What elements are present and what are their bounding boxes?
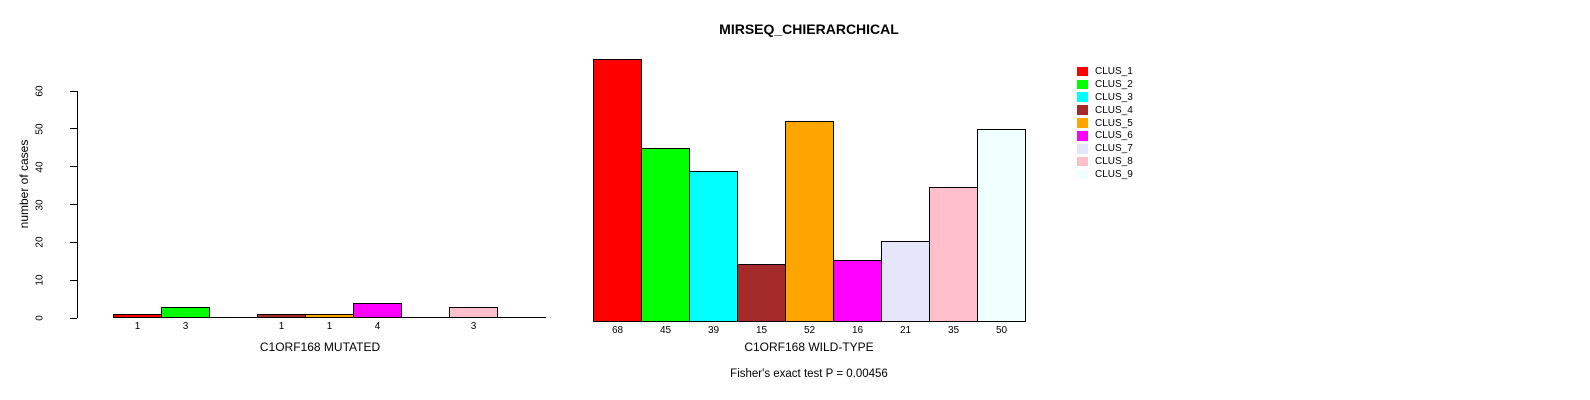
bar-clus_2 bbox=[641, 147, 690, 322]
y-axis-label: number of cases bbox=[17, 139, 31, 229]
bar-clus_4 bbox=[737, 263, 786, 322]
y-tick-mark bbox=[70, 241, 77, 243]
bar-value-label: 3 bbox=[182, 321, 189, 332]
bar-value-label: 35 bbox=[947, 325, 960, 336]
bar-value-label: 1 bbox=[134, 321, 141, 332]
legend-label: CLUS_1 bbox=[1095, 65, 1133, 77]
legend: CLUS_1 CLUS_2 CLUS_3 CLUS_4 CLUS_5 CLUS_6 CLUS… bbox=[1077, 65, 1133, 181]
y-tick-mark bbox=[70, 128, 77, 130]
bar-value-label: 4 bbox=[374, 321, 381, 332]
legend-item: CLUS_6 bbox=[1077, 129, 1133, 142]
y-tick-label: 40 bbox=[34, 161, 46, 173]
bar-value-label: 15 bbox=[755, 325, 768, 336]
legend-item: CLUS_5 bbox=[1077, 117, 1133, 130]
bar-clus_9 bbox=[977, 128, 1026, 322]
bar-clus_6 bbox=[353, 302, 402, 318]
legend-swatch-clus_7 bbox=[1077, 144, 1088, 154]
y-tick-mark bbox=[70, 166, 77, 168]
y-tick-mark bbox=[70, 279, 77, 281]
legend-label: CLUS_7 bbox=[1095, 143, 1133, 155]
legend-swatch-clus_6 bbox=[1077, 131, 1088, 141]
y-axis-line bbox=[77, 91, 78, 318]
legend-label: CLUS_4 bbox=[1095, 104, 1133, 116]
bar-value-label: 39 bbox=[707, 325, 720, 336]
bar-clus_8 bbox=[449, 306, 498, 318]
bar-value-label: 68 bbox=[611, 325, 624, 336]
legend-item: CLUS_2 bbox=[1077, 78, 1133, 91]
legend-swatch-clus_8 bbox=[1077, 156, 1088, 167]
legend-item: CLUS_4 bbox=[1077, 104, 1133, 117]
legend-item: CLUS_9 bbox=[1077, 168, 1133, 181]
fisher-test-annotation: Fisher's exact test P = 0.00456 bbox=[730, 368, 888, 380]
legend-label: CLUS_3 bbox=[1095, 91, 1133, 103]
legend-label: CLUS_9 bbox=[1095, 169, 1133, 181]
chart-title: MIRSEQ_CHIERARCHICAL bbox=[719, 21, 899, 37]
bar-value-label: 1 bbox=[278, 321, 285, 332]
legend-swatch-clus_1 bbox=[1077, 66, 1088, 77]
legend-item: CLUS_1 bbox=[1077, 65, 1133, 78]
bar-clus_6 bbox=[833, 260, 882, 322]
legend-swatch-clus_5 bbox=[1077, 118, 1088, 128]
bar-clus_1 bbox=[113, 314, 162, 318]
y-tick-label: 60 bbox=[34, 85, 46, 97]
legend-label: CLUS_5 bbox=[1095, 117, 1133, 129]
legend-swatch-clus_2 bbox=[1077, 79, 1088, 90]
y-tick-label: 50 bbox=[34, 123, 46, 135]
bar-value-label: 50 bbox=[995, 325, 1008, 336]
y-tick-mark bbox=[70, 204, 77, 205]
legend-label: CLUS_6 bbox=[1095, 130, 1133, 142]
bar-clus_1 bbox=[593, 58, 642, 322]
legend-swatch-clus_3 bbox=[1077, 92, 1088, 102]
legend-swatch-clus_4 bbox=[1077, 105, 1088, 115]
y-tick-label: 0 bbox=[34, 315, 46, 321]
bar-clus_5 bbox=[305, 314, 354, 318]
bar-clus_2 bbox=[161, 306, 210, 318]
bar-value-label: 16 bbox=[851, 325, 864, 336]
y-tick-label: 30 bbox=[34, 198, 46, 211]
bar-clus_3 bbox=[689, 171, 738, 322]
x-axis-label-mutated: C1ORF168 MUTATED bbox=[259, 340, 381, 354]
bar-value-label: 3 bbox=[470, 321, 477, 332]
y-tick-mark bbox=[70, 90, 77, 92]
bar-value-label: 52 bbox=[803, 325, 816, 336]
bar-value-label: 21 bbox=[899, 325, 912, 336]
bar-value-label: 1 bbox=[326, 321, 333, 332]
legend-item: CLUS_7 bbox=[1077, 142, 1133, 155]
legend-item: CLUS_8 bbox=[1077, 155, 1133, 168]
x-axis-label-wildtype: C1ORF168 WILD-TYPE bbox=[744, 340, 874, 354]
bar-clus_4 bbox=[257, 314, 306, 318]
legend-swatch-clus_9 bbox=[1077, 169, 1088, 180]
legend-label: CLUS_8 bbox=[1095, 156, 1133, 168]
legend-item: CLUS_3 bbox=[1077, 91, 1133, 104]
bar-clus_8 bbox=[929, 186, 978, 322]
y-tick-label: 20 bbox=[34, 236, 46, 248]
bar-clus_5 bbox=[785, 120, 834, 322]
y-tick-mark bbox=[70, 317, 77, 319]
bar-value-label: 45 bbox=[659, 325, 672, 336]
bar-clus_7 bbox=[881, 240, 930, 322]
legend-label: CLUS_2 bbox=[1095, 78, 1133, 90]
y-tick-label: 10 bbox=[34, 274, 46, 286]
